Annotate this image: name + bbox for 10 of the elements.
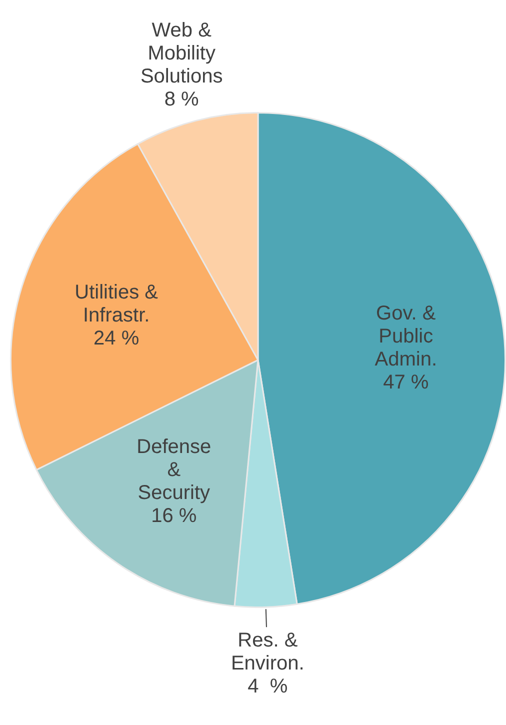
- slice-label: Web & Mobility Solutions: [140, 20, 223, 88]
- data-label: 16 %: [151, 505, 197, 528]
- slice-label: Res. & Environ.: [230, 630, 304, 675]
- data-label: 24 %: [94, 327, 140, 350]
- data-label: 4 %: [248, 676, 288, 698]
- data-label: 8 %: [164, 88, 200, 111]
- slice-label: Gov. & Public Admin.: [374, 302, 438, 370]
- slice-label: Defense & Security: [136, 436, 212, 504]
- data-label: 47 %: [383, 371, 429, 394]
- slice-label: Utilities & Infrastr.: [74, 281, 159, 326]
